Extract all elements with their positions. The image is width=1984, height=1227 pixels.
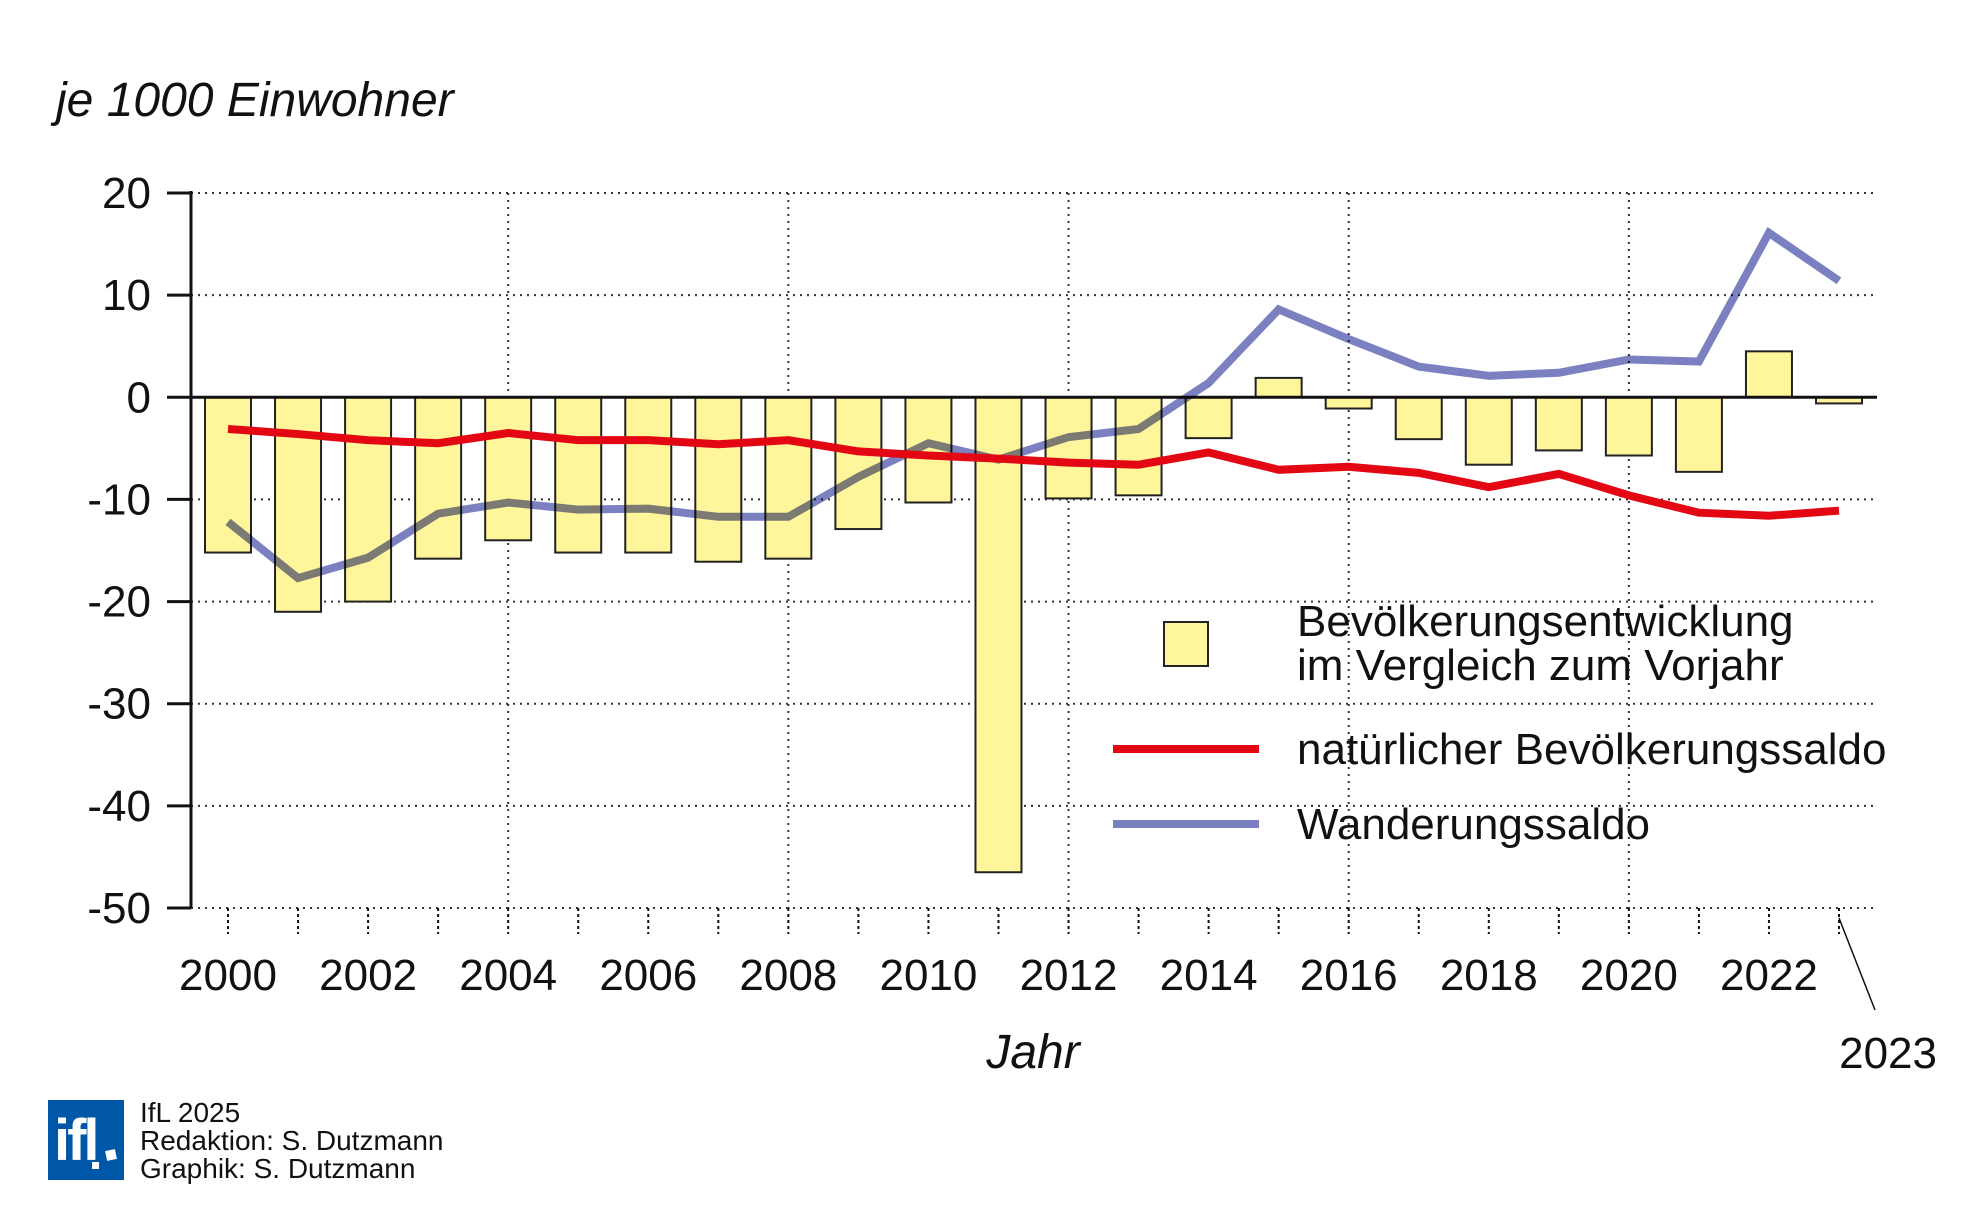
line-wanderungssaldo xyxy=(225,227,1842,583)
bar-2020 xyxy=(1604,396,1653,457)
footer-line: Redaktion: S. Dutzmann xyxy=(140,1125,444,1156)
bar-2002 xyxy=(344,396,393,603)
bar-2000 xyxy=(204,396,252,554)
footer-line: IfL 2025 xyxy=(140,1097,240,1128)
y-tick-label: -20 xyxy=(87,578,151,627)
x-tick-label: 2006 xyxy=(599,951,697,1000)
x-tick-label: 2014 xyxy=(1160,951,1258,1000)
bar-2014 xyxy=(1184,396,1233,440)
x-tick-label: 2016 xyxy=(1300,951,1398,1000)
bar-2007 xyxy=(694,396,743,563)
bar-2017 xyxy=(1394,396,1443,441)
y-tick-label: 10 xyxy=(102,271,151,320)
x-tick-label: 2004 xyxy=(459,951,557,1000)
x-tick-label: 2022 xyxy=(1720,951,1818,1000)
y-tick-label: -10 xyxy=(87,475,151,524)
x-tick-label: 2000 xyxy=(179,951,277,1000)
bar-2019 xyxy=(1534,396,1583,452)
y-tick-label: -30 xyxy=(87,680,151,729)
y-tick-label: -50 xyxy=(87,884,151,933)
bar-2022 xyxy=(1744,350,1793,399)
bar-2009 xyxy=(834,396,883,531)
legend-label: natürlicher Bevölkerungssaldo xyxy=(1297,725,1886,774)
bar-2012 xyxy=(1044,396,1093,500)
legend-swatch-bar xyxy=(1163,621,1209,667)
x-tick-label-2023: 2023 xyxy=(1839,1029,1937,1078)
line-natuerlicher-saldo xyxy=(227,424,1840,520)
bar-2004 xyxy=(484,396,533,542)
bar-2006 xyxy=(624,396,673,554)
x-tick-label: 2012 xyxy=(1020,951,1118,1000)
y-axis-label: je 1000 Einwohner xyxy=(50,74,456,127)
y-tick-label: 0 xyxy=(127,373,151,422)
bar-2015 xyxy=(1254,376,1303,399)
x-tick-label: 2008 xyxy=(739,951,837,1000)
x-tick-label: 2020 xyxy=(1580,951,1678,1000)
legend-label: Bevölkerungsentwicklung xyxy=(1297,597,1794,646)
y-tick-label: -40 xyxy=(87,782,151,831)
bar-2013 xyxy=(1114,396,1163,497)
ifl-logo: ifl xyxy=(48,1100,124,1180)
legend-label: Wanderungssaldo xyxy=(1297,800,1650,849)
footer: ifl IfL 2025 Redaktion: S. Dutzmann Grap… xyxy=(48,1097,444,1184)
bar-2003 xyxy=(414,396,463,560)
grid xyxy=(191,192,1877,909)
axes xyxy=(167,191,1877,1011)
x-tick-label: 2002 xyxy=(319,951,417,1000)
legend-label: im Vergleich zum Vorjahr xyxy=(1297,641,1784,690)
bar-2021 xyxy=(1674,396,1723,473)
x-axis-label: Jahr xyxy=(985,1026,1081,1079)
bar-2005 xyxy=(554,396,603,554)
lines xyxy=(225,227,1842,583)
x-tick-label: 2018 xyxy=(1440,951,1538,1000)
y-tick-label: 20 xyxy=(102,169,151,218)
leader-line-2023 xyxy=(1838,917,1876,1011)
svg-text:ifl: ifl xyxy=(54,1108,97,1173)
bar-2018 xyxy=(1464,396,1513,466)
bar-2011 xyxy=(974,396,1023,874)
bar-2016 xyxy=(1324,396,1373,410)
bar-2008 xyxy=(764,396,813,560)
footer-line: Graphik: S. Dutzmann xyxy=(140,1153,415,1184)
x-tick-label: 2010 xyxy=(879,951,977,1000)
